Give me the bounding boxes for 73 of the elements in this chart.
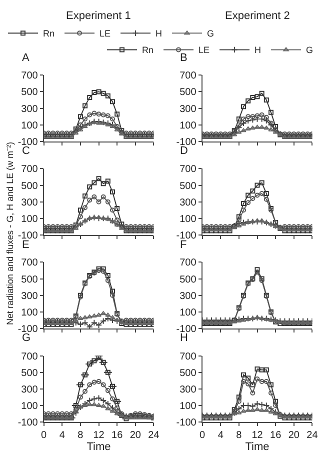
chart-title: D [180,145,188,157]
text: Experiment 2 [225,10,290,22]
y-tick-label: 300 [180,290,197,302]
y-tick-label: 500 [21,87,38,98]
x-tick-label: 12 [93,430,105,442]
x-tick-label: 0 [41,430,48,442]
x-axis-title: Time [86,441,111,454]
legend-label: G [207,28,214,39]
y-tick-label: 700 [180,351,197,362]
legend-label: Rn [142,45,154,56]
y-tick-label: 100 [21,307,38,318]
legend-label: H [254,45,262,56]
chart-title: C [22,145,30,157]
y-tick-label: -100 [176,136,197,148]
x-tick-label: 0 [200,430,206,442]
chart-title: H [180,332,188,344]
y-tick-label: 700 [180,164,197,176]
y-tick-label: 300 [180,384,197,396]
y-tick-label: 300 [21,104,38,115]
x-tick-label: 4 [59,430,66,442]
text: Experiment 1 [66,10,131,22]
y-tick-label: 300 [21,197,38,208]
legend-label: H [156,28,162,39]
y-tick-label: 700 [180,258,197,269]
y-tick-label: 500 [21,180,38,192]
y-tick-label: 500 [180,368,197,379]
y-tick-label: 300 [21,290,38,302]
x-tick-label: 8 [236,430,242,442]
x-tick-label: 20 [130,430,142,442]
y-tick-label: -100 [176,418,197,429]
x-tick-label: 16 [270,430,282,442]
x-tick-label: 8 [78,430,84,442]
y-tick-label: 100 [180,400,197,412]
y-tick-label: 100 [21,120,38,132]
chart-title: A [22,52,30,64]
y-tick-label: -100 [18,230,38,242]
legend-label: LE [100,28,111,39]
chart-title: B [180,52,188,64]
y-tick-label: 500 [180,87,197,98]
y-tick-label: 300 [180,197,197,208]
y-tick-label: 500 [180,180,197,192]
x-axis-title: Time [245,441,270,454]
x-tick-label: 24 [148,430,160,442]
y-tick-label: 100 [180,307,197,318]
y-tick-label: 100 [180,120,197,132]
y-tick-label: 500 [21,274,38,286]
y-tick-label: 500 [21,368,38,379]
x-tick-label: 4 [218,430,224,442]
y-tick-label: 100 [21,400,38,412]
x-tick-label: 12 [252,430,264,442]
y-tick-label: 700 [21,164,38,176]
x-tick-label: 16 [112,430,124,442]
chart-title: F [180,239,187,251]
x-tick-label: 24 [306,430,318,442]
chart-title: G [22,332,31,344]
y-tick-label: 300 [21,384,38,396]
y-tick-label: 100 [21,214,38,225]
y-tick-label: 500 [180,274,197,286]
y-tick-label: 700 [21,70,38,82]
legend-label: Rn [43,28,55,39]
x-tick-label: 20 [288,430,300,442]
y-tick-label: 100 [180,214,197,225]
y-tick-label: -100 [18,418,38,429]
legend-label: G [306,45,314,56]
y-tick-label: 700 [21,258,38,269]
y-tick-label: -100 [176,324,197,335]
y-tick-label: 700 [21,351,38,362]
chart-title: E [22,239,30,251]
y-tick-label: -100 [176,230,197,242]
y-tick-label: 300 [180,104,197,115]
legend-label: LE [198,45,210,56]
y-axis-title: Net radiation and fluxes - G, H and LE (w m⁻²) [5,142,16,325]
y-tick-label: 700 [180,70,197,82]
